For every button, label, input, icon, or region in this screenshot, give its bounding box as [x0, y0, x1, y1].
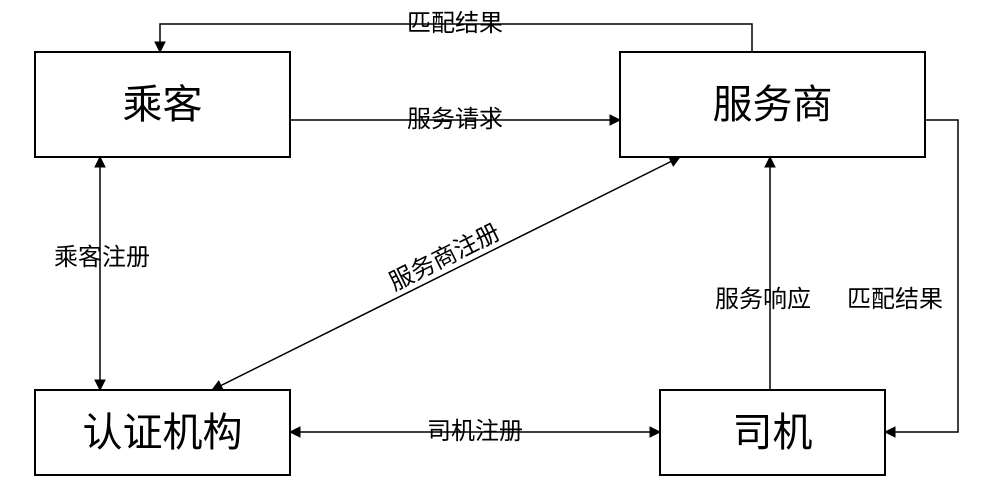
node-driver: 司机 [660, 390, 885, 475]
node-label-provider: 服务商 [713, 82, 833, 127]
node-label-passenger: 乘客 [123, 82, 203, 127]
edge-label-match_result_right: 匹配结果 [847, 286, 943, 313]
edge-label-provider_reg: 服务商注册 [385, 219, 504, 297]
edge-provider_reg: 服务商注册 [212, 157, 680, 390]
edge-service_request: 服务请求 [290, 106, 620, 133]
node-provider: 服务商 [620, 52, 925, 157]
edge-passenger_reg: 乘客注册 [54, 157, 150, 390]
edge-label-driver_reg: 司机注册 [427, 418, 523, 445]
edge-match_result_top: 匹配结果 [155, 10, 752, 52]
node-label-driver: 司机 [733, 410, 813, 455]
node-passenger: 乘客 [35, 52, 290, 157]
system-model-diagram: 服务请求匹配结果乘客注册服务商注册司机注册服务响应匹配结果乘客服务商认证机构司机 [0, 0, 1000, 500]
edge-label-passenger_reg: 乘客注册 [54, 244, 150, 271]
edge-label-match_result_top: 匹配结果 [407, 10, 503, 37]
node-label-ca: 认证机构 [83, 410, 243, 455]
edge-label-service_response: 服务响应 [715, 286, 811, 313]
edge-service_response: 服务响应 [715, 157, 811, 390]
edge-driver_reg: 司机注册 [290, 418, 660, 445]
node-ca: 认证机构 [35, 390, 290, 475]
edge-label-service_request: 服务请求 [407, 106, 503, 133]
